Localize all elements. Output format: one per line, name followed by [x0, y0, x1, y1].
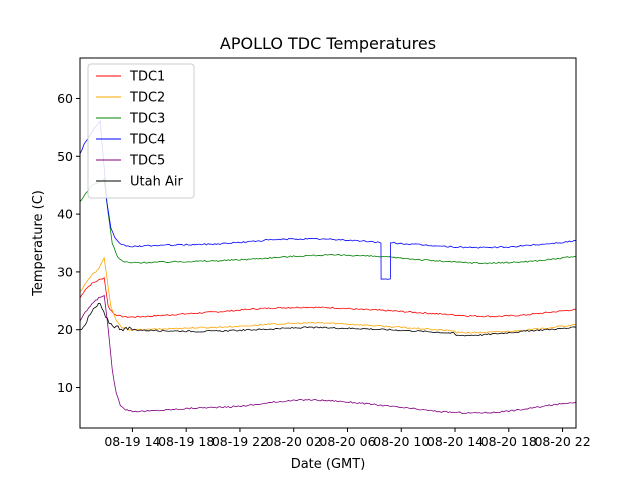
series-line-utah-air — [79, 302, 577, 337]
plot-lines — [79, 120, 577, 414]
series-line-tdc1 — [79, 276, 577, 318]
chart-title: APOLLO TDC Temperatures — [220, 34, 436, 53]
x-tick-label: 08-19 18 — [158, 434, 214, 449]
series-line-tdc5 — [79, 294, 577, 414]
y-axis: 10 20 30 40 50 60 — [57, 91, 80, 395]
x-tick-label: 08-20 02 — [266, 434, 322, 449]
x-tick-label: 08-20 10 — [373, 434, 429, 449]
y-tick-label: 60 — [57, 91, 73, 106]
series-line-tdc2 — [79, 256, 577, 334]
x-axis-label: Date (GMT) — [291, 457, 366, 472]
y-tick-label: 40 — [57, 207, 73, 222]
legend: TDC1 TDC2 TDC3 TDC4 TDC5 Utah Air — [87, 63, 195, 199]
series-line-tdc3 — [79, 177, 577, 265]
x-tick-label: 08-19 22 — [212, 434, 268, 449]
x-tick-label: 08-20 22 — [534, 434, 590, 449]
x-tick-label: 08-20 06 — [319, 434, 375, 449]
x-tick-label: 08-20 18 — [481, 434, 537, 449]
plot-frame — [79, 57, 577, 429]
y-tick-label: 20 — [57, 322, 73, 337]
series-line-tdc4 — [79, 120, 577, 280]
x-tick-label: 08-20 14 — [427, 434, 483, 449]
y-axis-label: Temperature (C) — [31, 190, 46, 297]
x-tick-label: 08-19 14 — [104, 434, 160, 449]
legend-label: TDC3 — [129, 112, 165, 127]
legend-label: Utah Air — [130, 175, 183, 190]
legend-label: TDC5 — [129, 154, 165, 169]
y-tick-label: 30 — [57, 264, 73, 279]
legend-label: TDC1 — [129, 70, 165, 85]
y-tick-label: 10 — [57, 380, 73, 395]
legend-label: TDC4 — [129, 133, 165, 148]
y-tick-label: 50 — [57, 149, 73, 164]
legend-label: TDC2 — [129, 91, 165, 106]
